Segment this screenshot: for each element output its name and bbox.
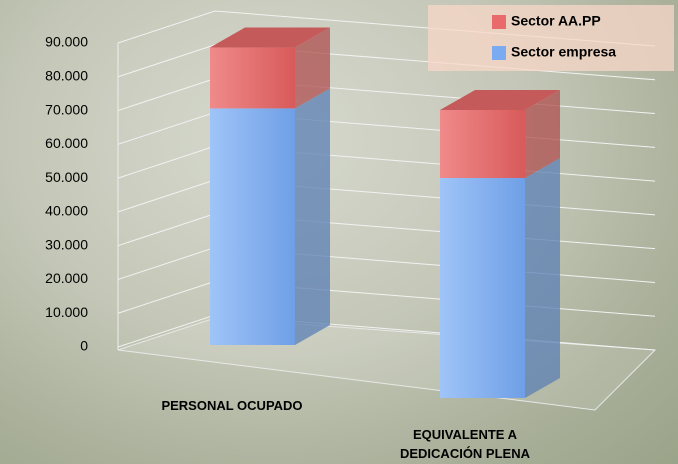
grid-line <box>117 145 656 182</box>
y-tick-label: 0 <box>80 338 88 354</box>
legend-swatch <box>492 46 506 60</box>
legend-label: Sector AA.PP <box>511 13 601 29</box>
grid-line <box>117 78 656 115</box>
legend-box <box>428 5 674 71</box>
grid-line <box>117 246 656 283</box>
grid-line <box>117 213 656 250</box>
bar-side <box>295 27 330 109</box>
bar <box>210 108 295 346</box>
x-tick-label: EQUIVALENTE A DEDICACIÓN PLENA <box>399 427 530 461</box>
y-tick-label: 70.000 <box>45 101 88 117</box>
y-tick-label: 10.000 <box>45 304 88 320</box>
y-tick-label: 50.000 <box>45 169 88 185</box>
legend-swatch <box>492 15 506 29</box>
x-tick-label: PERSONAL OCUPADO <box>161 398 303 413</box>
legend-label: Sector empresa <box>511 44 616 60</box>
bar-top <box>210 27 330 48</box>
y-tick-label: 30.000 <box>45 236 88 252</box>
bar-side <box>525 90 560 178</box>
bar-side <box>525 158 560 398</box>
bar-side <box>295 88 330 346</box>
bar <box>210 47 295 109</box>
y-tick-label: 90.000 <box>45 34 88 50</box>
grid-line <box>117 280 656 317</box>
bar <box>440 178 525 398</box>
bar-top <box>440 90 560 110</box>
y-tick-label: 20.000 <box>45 270 88 286</box>
y-tick-label: 60.000 <box>45 135 88 151</box>
y-tick-label: 80.000 <box>45 67 88 83</box>
bar <box>440 110 525 178</box>
grid-line <box>117 111 656 148</box>
y-tick-label: 40.000 <box>45 203 88 219</box>
grid-line <box>117 179 656 216</box>
